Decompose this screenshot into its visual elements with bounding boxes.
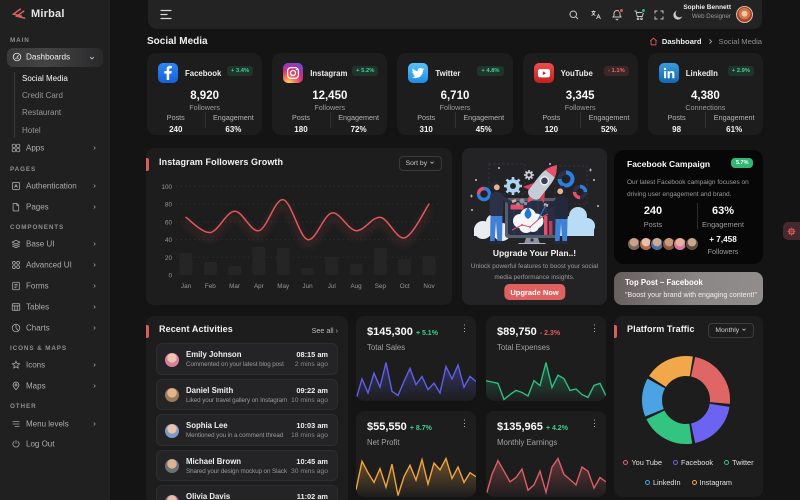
svg-text:Jan: Jan — [181, 283, 192, 290]
svg-text:20: 20 — [165, 255, 173, 262]
svg-text:May: May — [277, 283, 290, 290]
svg-text:Jun: Jun — [302, 283, 313, 290]
svg-text:Jul: Jul — [328, 283, 336, 290]
svg-text:Nov: Nov — [423, 283, 435, 290]
svg-text:Mar: Mar — [229, 283, 240, 290]
svg-text:60: 60 — [165, 219, 173, 226]
svg-text:100: 100 — [161, 184, 172, 191]
svg-text:40: 40 — [165, 237, 173, 244]
svg-text:Oct: Oct — [400, 283, 410, 290]
svg-text:0: 0 — [168, 273, 172, 280]
svg-text:Feb: Feb — [205, 283, 216, 290]
svg-text:Sep: Sep — [375, 283, 387, 290]
svg-text:Apr: Apr — [254, 283, 264, 290]
svg-text:80: 80 — [165, 202, 173, 209]
svg-text:Aug: Aug — [350, 283, 362, 290]
